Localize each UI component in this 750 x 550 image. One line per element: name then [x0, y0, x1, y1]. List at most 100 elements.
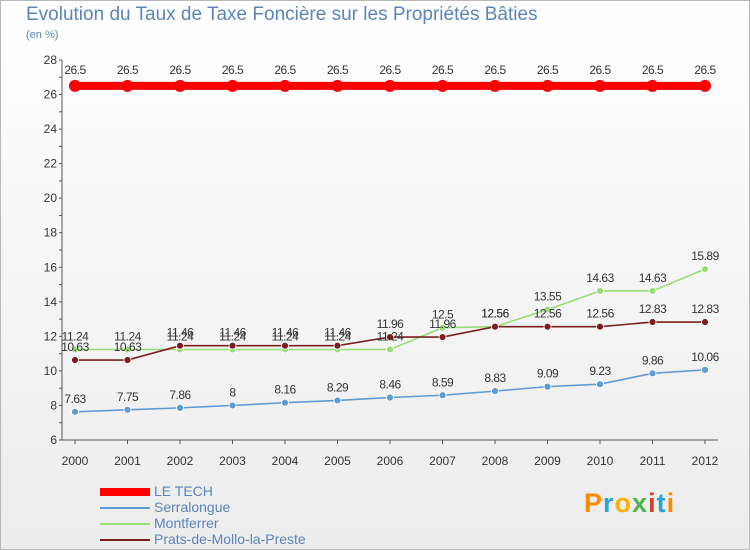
x-tick-label: 2003 — [219, 454, 246, 468]
logo-letter: r — [603, 488, 615, 518]
data-point — [123, 345, 132, 354]
data-label: 26.5 — [379, 63, 401, 77]
y-tick-label: 28 — [44, 53, 58, 67]
data-label: 8.16 — [274, 383, 296, 397]
data-point — [69, 79, 81, 92]
x-tick-label: 2004 — [272, 454, 299, 468]
legend-label-le-tech: LE TECH — [154, 483, 213, 499]
proxiti-logo: Proxiti — [584, 488, 675, 519]
data-point — [594, 79, 606, 92]
data-point — [123, 356, 132, 364]
data-point — [71, 356, 79, 364]
data-point — [228, 341, 237, 350]
x-tick-label: 2001 — [114, 454, 141, 468]
legend: LE TECH Serralongue Montferrer Prats-de-… — [100, 483, 360, 548]
data-label: 10.63 — [61, 340, 89, 354]
data-label: 12.56 — [534, 307, 562, 321]
x-tick-label: 2008 — [482, 454, 509, 468]
data-label: 11.46 — [167, 326, 194, 340]
x-tick-label: 2010 — [587, 454, 614, 468]
chart-subtitle: (en %) — [26, 29, 59, 41]
data-point — [279, 79, 291, 92]
data-point — [121, 79, 134, 92]
data-point — [489, 79, 501, 92]
logo-letter: i — [648, 488, 657, 518]
x-tick-label: 2005 — [324, 454, 351, 468]
data-label: 26.5 — [694, 63, 716, 77]
data-point — [384, 79, 396, 92]
data-point — [648, 318, 657, 326]
data-label: 26.5 — [117, 63, 139, 77]
data-label: 14.63 — [586, 271, 614, 285]
data-point — [438, 323, 447, 332]
y-tick-label: 8 — [50, 398, 57, 412]
data-point — [648, 287, 657, 295]
data-point — [386, 345, 394, 354]
data-label: 10.63 — [114, 340, 142, 354]
data-label: 10.06 — [691, 350, 719, 364]
data-label: 8 — [229, 385, 236, 399]
y-tick-label: 6 — [50, 433, 57, 447]
data-label: 12.56 — [586, 307, 614, 321]
data-label: 26.5 — [169, 63, 191, 77]
legend-item-le-tech: LE TECH — [100, 483, 360, 500]
data-point — [596, 380, 604, 389]
data-label: 9.09 — [537, 367, 559, 381]
data-label: 12.83 — [639, 302, 667, 316]
data-label: 8.29 — [327, 380, 349, 394]
data-point — [331, 79, 344, 92]
data-point — [333, 341, 342, 350]
data-point — [701, 318, 709, 326]
data-point — [543, 322, 552, 331]
y-tick-label: 14 — [44, 295, 58, 309]
logo-letter: t — [656, 488, 667, 518]
data-label: 26.5 — [274, 63, 296, 77]
data-point — [491, 322, 499, 331]
data-label: 9.23 — [589, 364, 611, 378]
data-point — [174, 79, 186, 92]
data-label: 26.5 — [64, 63, 86, 77]
data-label: 12.5 — [432, 308, 454, 322]
legend-label-prats: Prats-de-Mollo-la-Preste — [154, 531, 306, 547]
data-point — [123, 405, 132, 414]
data-label: 11.24 — [114, 329, 141, 343]
legend-swatch-serralongue — [100, 507, 150, 509]
data-label: 26.5 — [642, 63, 664, 77]
data-label: 8.83 — [484, 371, 506, 385]
data-point — [386, 333, 394, 341]
data-point — [596, 322, 604, 331]
x-tick-label: 2009 — [534, 454, 561, 468]
data-label: 9.86 — [642, 353, 664, 367]
data-label: 13.55 — [534, 290, 562, 304]
data-point — [228, 401, 237, 410]
legend-item-montferrer: Montferrer — [100, 515, 360, 532]
legend-swatch-montferrer — [100, 523, 150, 525]
data-label: 11.46 — [324, 326, 351, 340]
data-label: 11.24 — [272, 329, 299, 343]
data-label: 11.96 — [429, 317, 456, 331]
data-point — [541, 79, 554, 92]
data-point — [543, 305, 552, 314]
data-point — [491, 387, 499, 396]
data-label: 26.5 — [222, 63, 244, 77]
data-point — [543, 382, 552, 391]
chart-title: Evolution du Taux de Taxe Foncière sur l… — [26, 4, 538, 25]
x-tick-label: 2011 — [640, 454, 666, 468]
logo-letter: o — [614, 488, 633, 518]
data-point — [226, 79, 239, 92]
data-point — [596, 287, 604, 295]
y-tick-label: 10 — [44, 364, 58, 378]
data-label: 26.5 — [484, 63, 506, 77]
data-point — [701, 365, 709, 374]
x-tick-label: 2002 — [167, 454, 194, 468]
data-point — [699, 79, 711, 92]
data-label: 11.24 — [62, 329, 89, 343]
x-tick-label: 2007 — [429, 454, 456, 468]
x-tick-label: 2006 — [377, 454, 404, 468]
y-tick-label: 24 — [44, 122, 58, 136]
data-label: 11.24 — [377, 329, 404, 343]
y-tick-label: 18 — [44, 226, 58, 240]
data-label: 12.56 — [481, 307, 509, 321]
data-label: 11.46 — [219, 326, 246, 340]
